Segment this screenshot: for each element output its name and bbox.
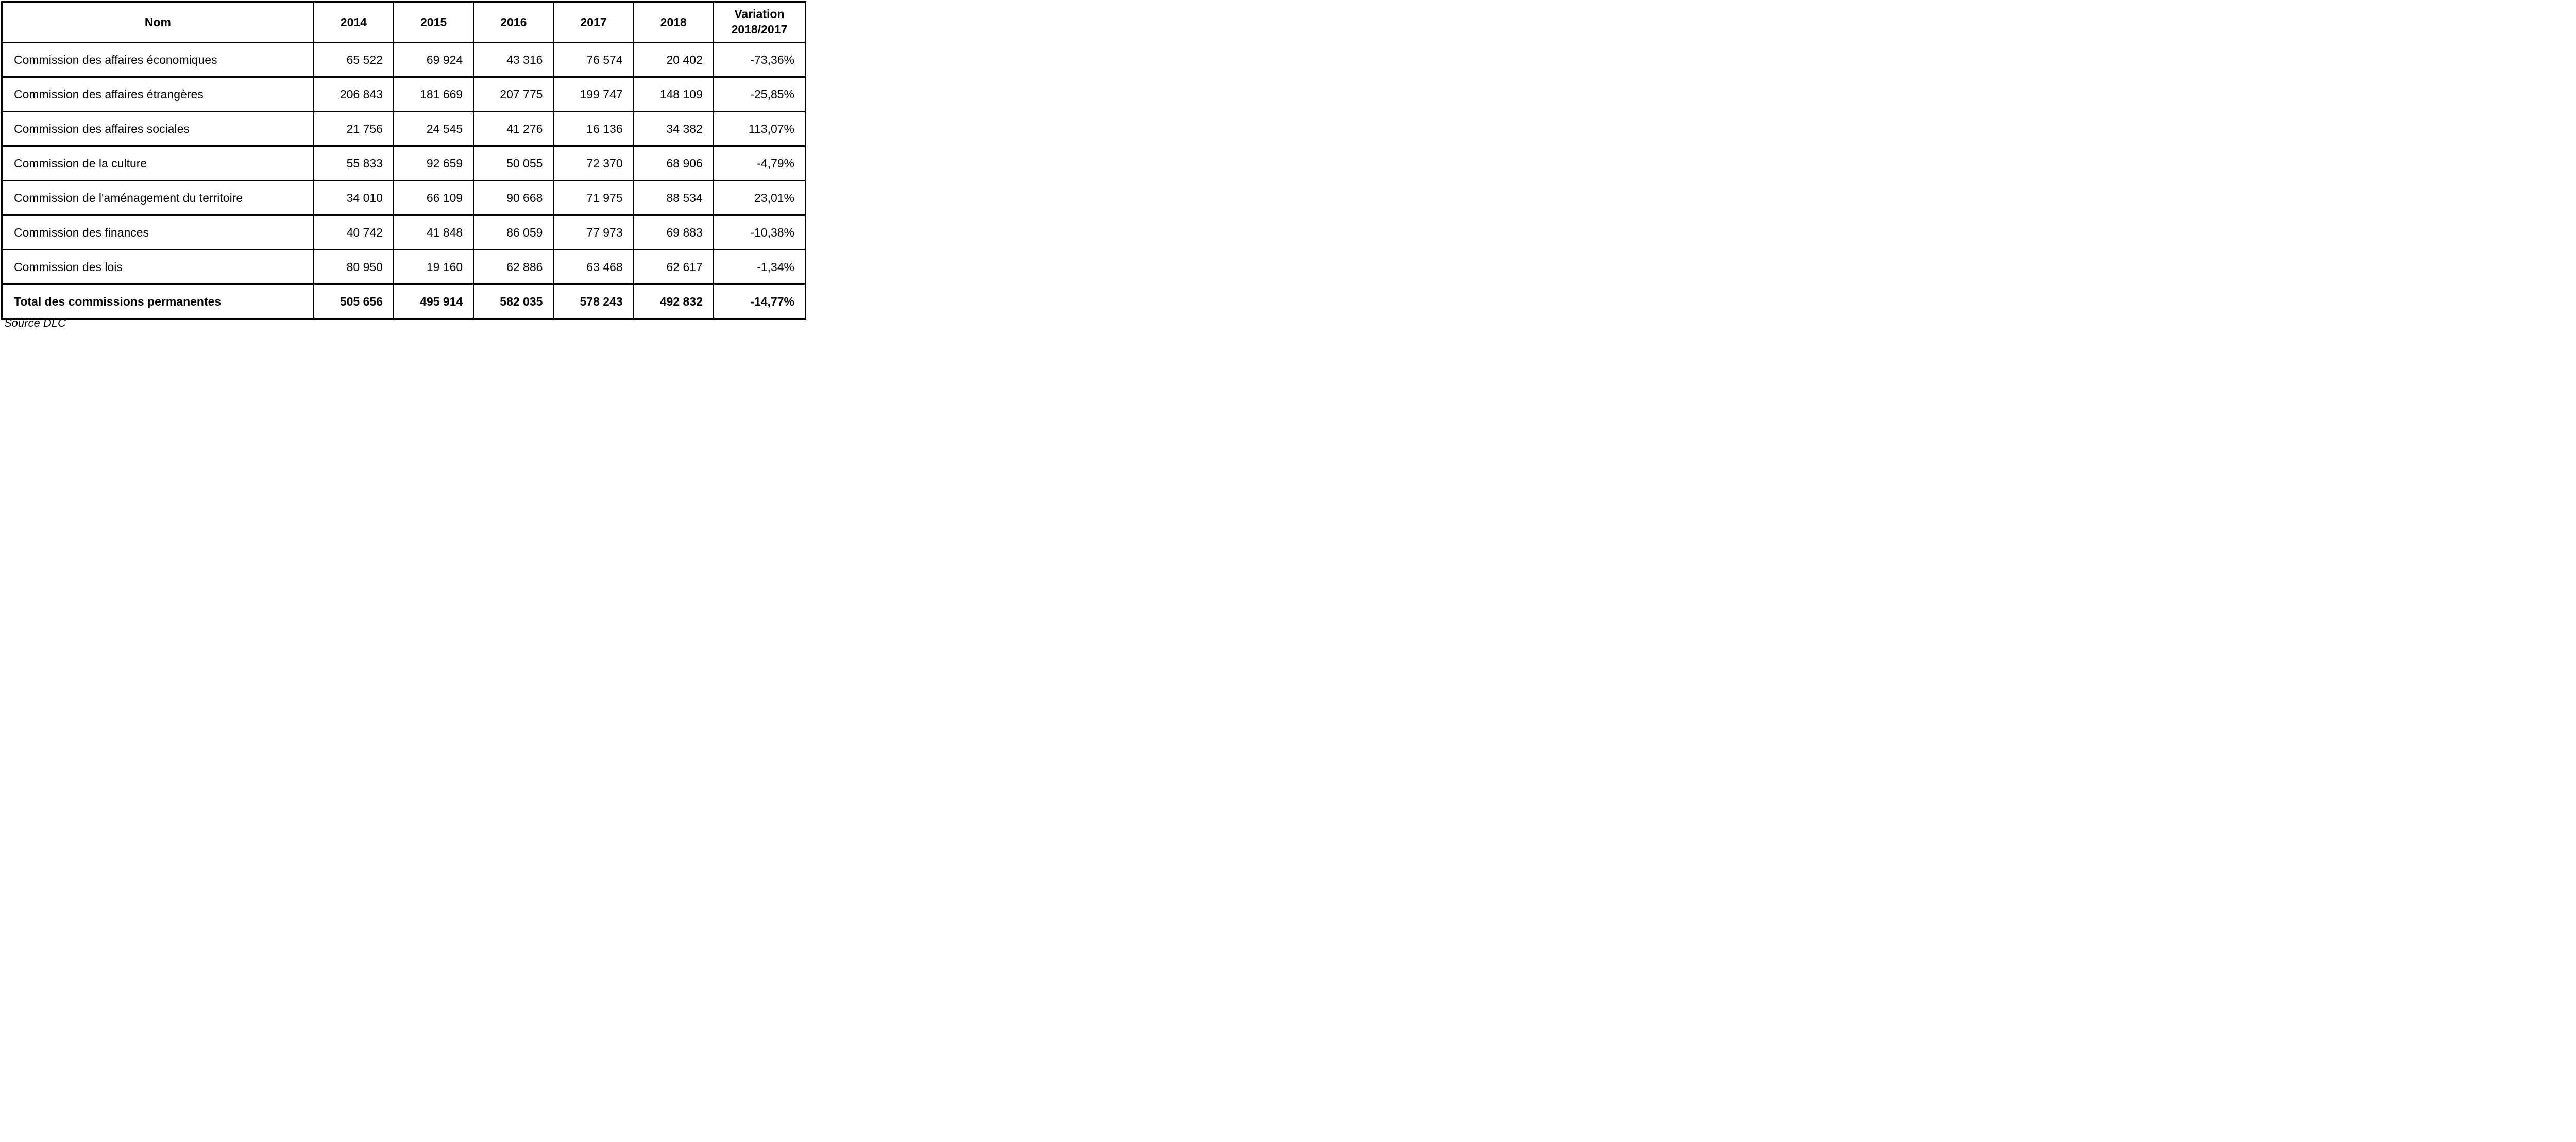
value-cell-2015: 24 545 [393,111,474,147]
value-cell-2016: 43 316 [473,42,554,78]
header-row: Nom 2014 2015 2016 2017 2018 Variation 2… [1,1,806,43]
header-cell-2014: 2014 [313,1,394,43]
row-name-cell: Commission de l'aménagement du territoir… [1,180,314,216]
value-cell-2016: 50 055 [473,145,554,181]
value-cell-2016: 90 668 [473,180,554,216]
value-cell-2015: 92 659 [393,145,474,181]
value-cell-2018: 20 402 [633,42,714,78]
value-cell-2014: 21 756 [313,111,394,147]
table-row: Commission des affaires économiques 65 5… [1,42,806,78]
header-cell-2016: 2016 [473,1,554,43]
value-cell-2017: 16 136 [553,111,634,147]
table-row: Commission des finances 40 742 41 848 86… [1,214,806,250]
variation-header-line1: Variation [734,7,785,21]
value-cell-2018: 68 906 [633,145,714,181]
value-cell-2016: 207 775 [473,76,554,112]
value-cell-2018: 62 617 [633,249,714,285]
value-cell-2014: 65 522 [313,42,394,78]
value-cell-2018: 34 382 [633,111,714,147]
value-cell-2017: 63 468 [553,249,634,285]
table-row: Commission des lois 80 950 19 160 62 886… [1,249,806,285]
value-cell-2018: 148 109 [633,76,714,112]
variation-cell: 23,01% [713,180,806,216]
total-cell-2016: 582 035 [473,283,554,320]
value-cell-2014: 80 950 [313,249,394,285]
total-cell-2017: 578 243 [553,283,634,320]
variation-cell: -73,36% [713,42,806,78]
total-cell-2015: 495 914 [393,283,474,320]
value-cell-2017: 77 973 [553,214,634,250]
row-name-cell: Commission des affaires étrangères [1,76,314,112]
variation-cell: 113,07% [713,111,806,147]
value-cell-2015: 181 669 [393,76,474,112]
total-name-cell: Total des commissions permanentes [1,283,314,320]
value-cell-2016: 41 276 [473,111,554,147]
row-name-cell: Commission des affaires économiques [1,42,314,78]
variation-header-line2: 2018/2017 [731,23,788,36]
header-cell-2018: 2018 [633,1,714,43]
value-cell-2015: 66 109 [393,180,474,216]
header-cell-2017: 2017 [553,1,634,43]
value-cell-2017: 199 747 [553,76,634,112]
value-cell-2015: 69 924 [393,42,474,78]
row-name-cell: Commission des finances [1,214,314,250]
value-cell-2015: 41 848 [393,214,474,250]
value-cell-2014: 40 742 [313,214,394,250]
value-cell-2018: 69 883 [633,214,714,250]
variation-cell: -10,38% [713,214,806,250]
table-row: Commission des affaires étrangères 206 8… [1,76,806,112]
variation-cell: -25,85% [713,76,806,112]
value-cell-2017: 72 370 [553,145,634,181]
total-variation-cell: -14,77% [713,283,806,320]
value-cell-2014: 206 843 [313,76,394,112]
total-row: Total des commissions permanentes 505 65… [1,283,806,320]
value-cell-2016: 86 059 [473,214,554,250]
row-name-cell: Commission de la culture [1,145,314,181]
value-cell-2017: 76 574 [553,42,634,78]
table-row: Commission des affaires sociales 21 756 … [1,111,806,147]
page: Nom 2014 2015 2016 2017 2018 Variation 2… [0,0,808,332]
value-cell-2014: 34 010 [313,180,394,216]
header-cell-variation: Variation 2018/2017 [713,1,806,43]
variation-cell: -1,34% [713,249,806,285]
row-name-cell: Commission des lois [1,249,314,285]
commissions-table: Nom 2014 2015 2016 2017 2018 Variation 2… [1,1,806,320]
value-cell-2015: 19 160 [393,249,474,285]
table-row: Commission de la culture 55 833 92 659 5… [1,145,806,181]
total-cell-2018: 492 832 [633,283,714,320]
header-cell-nom: Nom [1,1,314,43]
value-cell-2014: 55 833 [313,145,394,181]
header-cell-2015: 2015 [393,1,474,43]
value-cell-2017: 71 975 [553,180,634,216]
value-cell-2018: 88 534 [633,180,714,216]
source-note: Source DLC [4,316,66,329]
variation-cell: -4,79% [713,145,806,181]
row-name-cell: Commission des affaires sociales [1,111,314,147]
total-cell-2014: 505 656 [313,283,394,320]
value-cell-2016: 62 886 [473,249,554,285]
table-row: Commission de l'aménagement du territoir… [1,180,806,216]
